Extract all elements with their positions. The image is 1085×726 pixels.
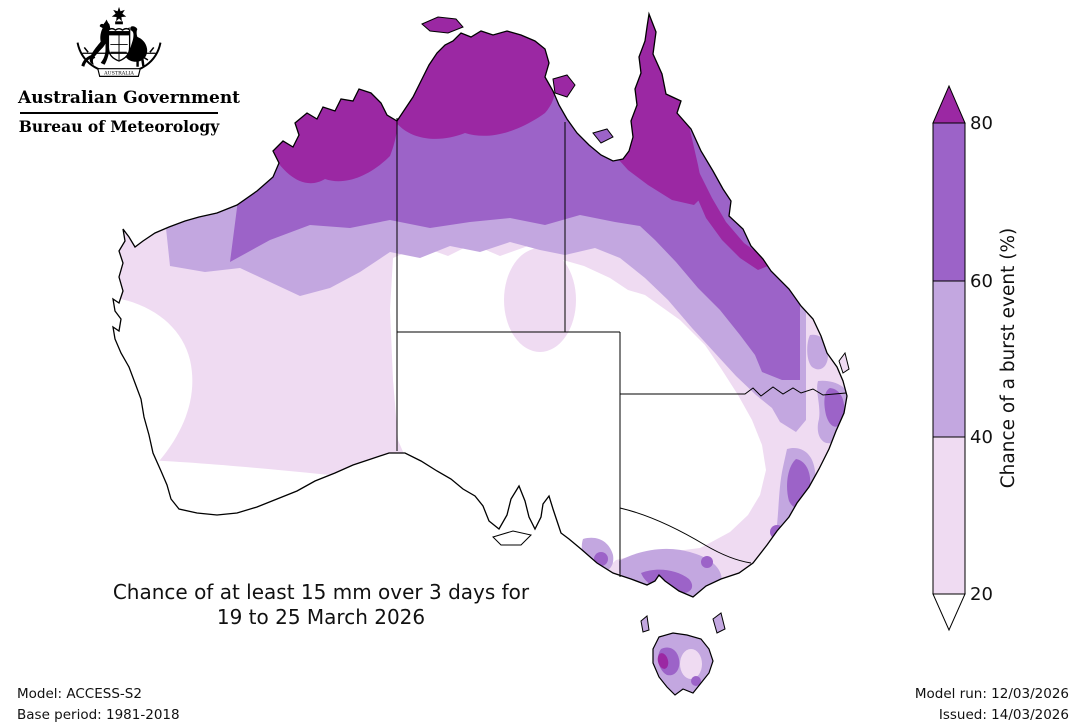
issued-label: Issued: 14/03/2026	[938, 707, 1069, 723]
footer-model-info: Model: ACCESS-S2 Base period: 1981-2018	[17, 684, 180, 726]
model-run-label: Model run: 12/03/2026	[914, 686, 1069, 702]
kangaroo-icon	[89, 22, 111, 65]
caption-line1: Chance of at least 15 mm over 3 days for	[112, 580, 530, 604]
colorbar-title: Chance of a burst event (%)	[998, 228, 1019, 489]
tick-40: 40	[970, 427, 993, 448]
groote-eylandt	[552, 74, 576, 98]
pale-tongue-nt	[504, 248, 576, 352]
mornington-island	[592, 128, 614, 144]
logo-government-text: Australian Government	[18, 88, 241, 108]
colorbar-arrow-top	[932, 84, 966, 124]
model-label: Model: ACCESS-S2	[17, 686, 142, 702]
colorbar-ticks: 80 60 40 20	[970, 113, 993, 605]
tick-60: 60	[970, 271, 993, 292]
map-caption: Chance of at least 15 mm over 3 days for…	[71, 580, 571, 630]
king-island	[640, 615, 650, 633]
colorbar-arrow-bottom	[932, 593, 966, 632]
border-nsw-vic	[619, 507, 752, 564]
flinders-island	[712, 612, 726, 634]
coat-of-arms-icon: AUSTRALIA	[76, 6, 161, 77]
logo-divider	[20, 112, 218, 114]
footer-run-info: Model run: 12/03/2026 Issued: 14/03/2026	[915, 684, 1069, 726]
banner-ribbon: AUSTRALIA	[96, 68, 141, 77]
star-icon	[111, 6, 126, 22]
tasmania-bands	[657, 647, 702, 686]
state-borders	[396, 118, 847, 577]
banner-text: AUSTRALIA	[103, 70, 134, 76]
colorbar	[932, 84, 966, 632]
colorbar-seg-20-40	[932, 436, 966, 595]
islands	[421, 16, 850, 634]
tasmania-coastline	[652, 632, 714, 696]
colorbar-seg-40-60	[932, 280, 966, 438]
kangaroo-island	[492, 530, 532, 546]
tick-80: 80	[970, 113, 993, 134]
wreath-icon	[76, 42, 161, 74]
colorbar-seg-60-80	[932, 122, 966, 282]
mainland-coastline	[112, 11, 848, 598]
tick-20: 20	[970, 584, 993, 605]
border-qld-nsw	[620, 386, 847, 397]
logo-bureau-text: Bureau of Meteorology	[18, 117, 220, 136]
melville-island	[421, 16, 464, 34]
base-period-label: Base period: 1981-2018	[17, 707, 180, 723]
bom-logo: AUSTRALIA Australian Government Bureau o…	[18, 5, 241, 136]
fraser-island	[838, 351, 850, 374]
caption-line2: 19 to 25 March 2026	[216, 605, 426, 629]
